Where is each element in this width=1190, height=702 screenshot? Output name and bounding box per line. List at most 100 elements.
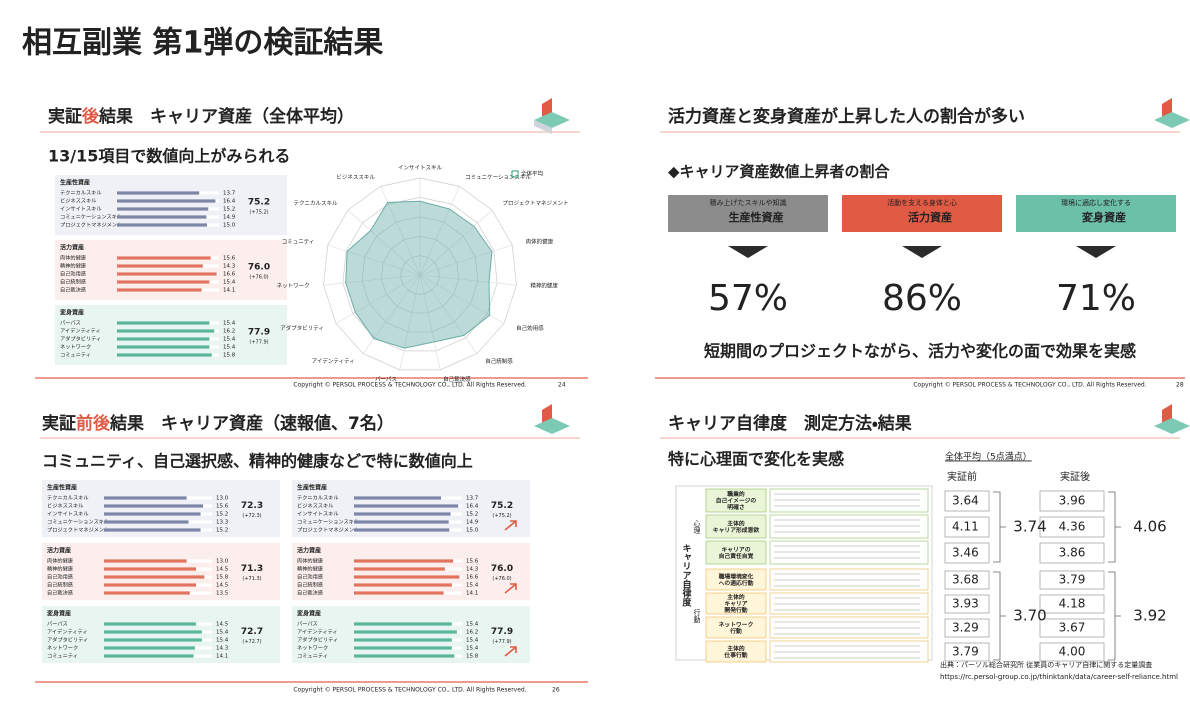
group-box bbox=[42, 606, 280, 663]
item-value: 15.2 bbox=[216, 512, 228, 518]
page-number: 24 bbox=[558, 382, 566, 389]
item-label: 肉体的健康 bbox=[47, 557, 73, 565]
heading-part: 後 bbox=[81, 106, 100, 127]
bar bbox=[104, 520, 189, 524]
category-caption: 活動を支える身体と心 bbox=[887, 198, 957, 207]
item-label: 自己裁決感 bbox=[297, 589, 323, 597]
item-value: 16.6 bbox=[466, 575, 479, 581]
radar-label: インサイトスキル bbox=[398, 165, 443, 172]
value-box bbox=[1039, 642, 1105, 662]
item-value: 14.5 bbox=[216, 567, 229, 573]
item-label: 精神的健康 bbox=[47, 565, 73, 573]
item-label: 肉体的健康 bbox=[297, 557, 323, 565]
bar bbox=[117, 191, 200, 195]
percent: 57% bbox=[708, 278, 788, 319]
value-box bbox=[1039, 516, 1105, 538]
bar bbox=[354, 591, 444, 595]
value-box bbox=[1039, 594, 1105, 614]
row-label: への適応行動 bbox=[719, 579, 754, 587]
item-label: 肉体的健康 bbox=[60, 254, 86, 262]
item-label: 精神的健康 bbox=[60, 262, 86, 270]
bracket bbox=[1108, 491, 1121, 563]
radar-grid bbox=[400, 255, 440, 295]
item-label: アイデンティティ bbox=[47, 628, 88, 636]
item-label: ビジネススキル bbox=[297, 502, 333, 510]
bar bbox=[104, 496, 187, 500]
row-label: 開発行動 bbox=[724, 606, 747, 614]
category-name: 生産性資産 bbox=[729, 210, 784, 224]
value-box bbox=[944, 490, 990, 512]
before-value: 3.64 bbox=[952, 494, 979, 508]
radar-grid bbox=[381, 235, 459, 314]
radar-label: 精神的健康 bbox=[530, 282, 558, 290]
slide-subheading: ◆キャリア資産数値上昇者の割合 bbox=[668, 163, 891, 181]
bar bbox=[117, 288, 202, 292]
group-average: 75.2 bbox=[248, 198, 270, 208]
item-value: 14.3 bbox=[223, 264, 236, 270]
footer: Copyright © PERSOL PROCESS & TECHNOLOGY … bbox=[913, 382, 1146, 389]
row-label: 主体的 bbox=[727, 593, 745, 601]
group-title: 生産性資産 bbox=[47, 484, 77, 492]
value-box bbox=[1039, 542, 1105, 564]
value-box bbox=[944, 570, 990, 590]
bar bbox=[104, 630, 202, 634]
before-value: 4.11 bbox=[952, 520, 979, 534]
legend-label: 全体平均 bbox=[521, 170, 544, 178]
item-value: 16.2 bbox=[466, 630, 478, 636]
average-note: (+72.7) bbox=[242, 639, 261, 645]
bar bbox=[354, 575, 460, 579]
item-label: ビジネススキル bbox=[60, 197, 96, 205]
value-box bbox=[944, 542, 990, 564]
item-label: インサイトスキル bbox=[47, 511, 89, 518]
item-label: 自己裁決感 bbox=[60, 286, 86, 294]
item-value: 15.2 bbox=[466, 512, 478, 518]
item-label: コミュニティ bbox=[60, 352, 91, 359]
group-average: 71.3 bbox=[241, 564, 263, 574]
column-label: 実証前 bbox=[947, 470, 977, 483]
radar-grid bbox=[342, 197, 498, 352]
radar-grid bbox=[323, 177, 517, 371]
item-label: 自己効用感 bbox=[297, 573, 323, 581]
heading-part: 前後 bbox=[76, 413, 111, 434]
bar bbox=[117, 329, 215, 333]
radar-spoke bbox=[419, 244, 513, 276]
item-value: 14.3 bbox=[216, 646, 229, 652]
source-url: https://rc.persol-group.co.jp/thinktank/… bbox=[940, 673, 1178, 681]
average-note: (+71.3) bbox=[242, 576, 261, 582]
bar bbox=[104, 638, 202, 642]
item-label: コミュニティ bbox=[297, 653, 328, 660]
item-value: 13.3 bbox=[216, 520, 229, 526]
radar-spoke bbox=[327, 244, 421, 276]
before-value: 3.29 bbox=[952, 621, 979, 635]
row-label: 自己責任自覚 bbox=[719, 552, 754, 560]
percent: 86% bbox=[882, 278, 962, 319]
after-value: 3.79 bbox=[1059, 573, 1086, 587]
row-label: 自己イメージの bbox=[716, 497, 757, 505]
row-label-box bbox=[705, 540, 767, 565]
slide-heading: 活力資産と変身資産が上昇した人の割合が多い bbox=[668, 106, 1025, 127]
item-value: 13.0 bbox=[216, 559, 229, 565]
item-label: 自己裁決感 bbox=[47, 589, 73, 597]
before-average: 3.74 bbox=[1013, 518, 1046, 536]
item-value: 15.0 bbox=[223, 223, 236, 229]
page-title: 相互副業 第1弾の検証結果 bbox=[22, 26, 383, 61]
footer: Copyright © PERSOL PROCESS & TECHNOLOGY … bbox=[293, 382, 526, 389]
bar bbox=[354, 567, 445, 571]
bar bbox=[104, 528, 201, 532]
before-value: 3.68 bbox=[952, 573, 979, 587]
radar-spoke bbox=[335, 274, 421, 324]
after-value: 4.18 bbox=[1059, 597, 1086, 611]
radar-label: 自己統制感 bbox=[485, 357, 513, 365]
row-label: ネットワーク bbox=[719, 620, 754, 628]
item-label: 自己効用感 bbox=[60, 270, 86, 278]
item-label: パーパス bbox=[60, 320, 81, 327]
radar-spoke bbox=[323, 274, 421, 286]
average-note: (+76.0) bbox=[249, 275, 268, 281]
item-value: 13.7 bbox=[223, 191, 236, 197]
pointer bbox=[728, 246, 768, 258]
group-average: 77.9 bbox=[248, 328, 270, 338]
bar bbox=[354, 559, 454, 563]
category-box bbox=[842, 195, 1002, 232]
bar bbox=[117, 353, 212, 357]
heading-part: 結果 キャリア資産（速報値、7名） bbox=[109, 413, 394, 434]
